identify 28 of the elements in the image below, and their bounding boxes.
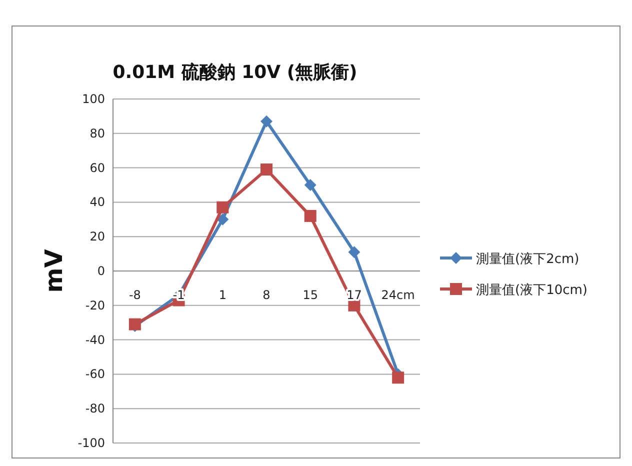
- point: [216, 213, 229, 226]
- y-tick-label: -20: [85, 298, 105, 312]
- y-tick-label: 60: [90, 160, 105, 175]
- chart-title: 0.01M 硫酸鈉 10V (無脈衝): [112, 62, 358, 83]
- point: [216, 201, 229, 214]
- y-tick-label: 0: [97, 264, 105, 278]
- y-tick-label: -100: [78, 436, 105, 450]
- legend-label: 測量值(液下2cm): [476, 252, 580, 267]
- y-tick-label: 20: [90, 230, 105, 244]
- point: [260, 115, 272, 128]
- y-tick-label: 100: [82, 92, 105, 106]
- point: [260, 164, 272, 176]
- point: [304, 210, 316, 222]
- x-tick-label: 8: [262, 288, 270, 302]
- x-tick-label: 15: [302, 288, 318, 302]
- legend-label: 測量值(液下10cm): [476, 283, 588, 298]
- y-axis-title: mV: [40, 248, 68, 293]
- point: [304, 179, 316, 191]
- x-tick-label: 24cm: [381, 288, 415, 302]
- y-tick-label: -60: [85, 367, 105, 382]
- y-tick-label: 40: [90, 195, 105, 210]
- x-tick-label: 1: [218, 288, 226, 302]
- y-tick-label: -40: [85, 332, 105, 347]
- x-tick-label: -8: [128, 288, 141, 302]
- y-tick-label: -80: [85, 402, 105, 416]
- point: [348, 246, 360, 258]
- point: [392, 372, 404, 384]
- y-tick-label: 80: [90, 126, 105, 140]
